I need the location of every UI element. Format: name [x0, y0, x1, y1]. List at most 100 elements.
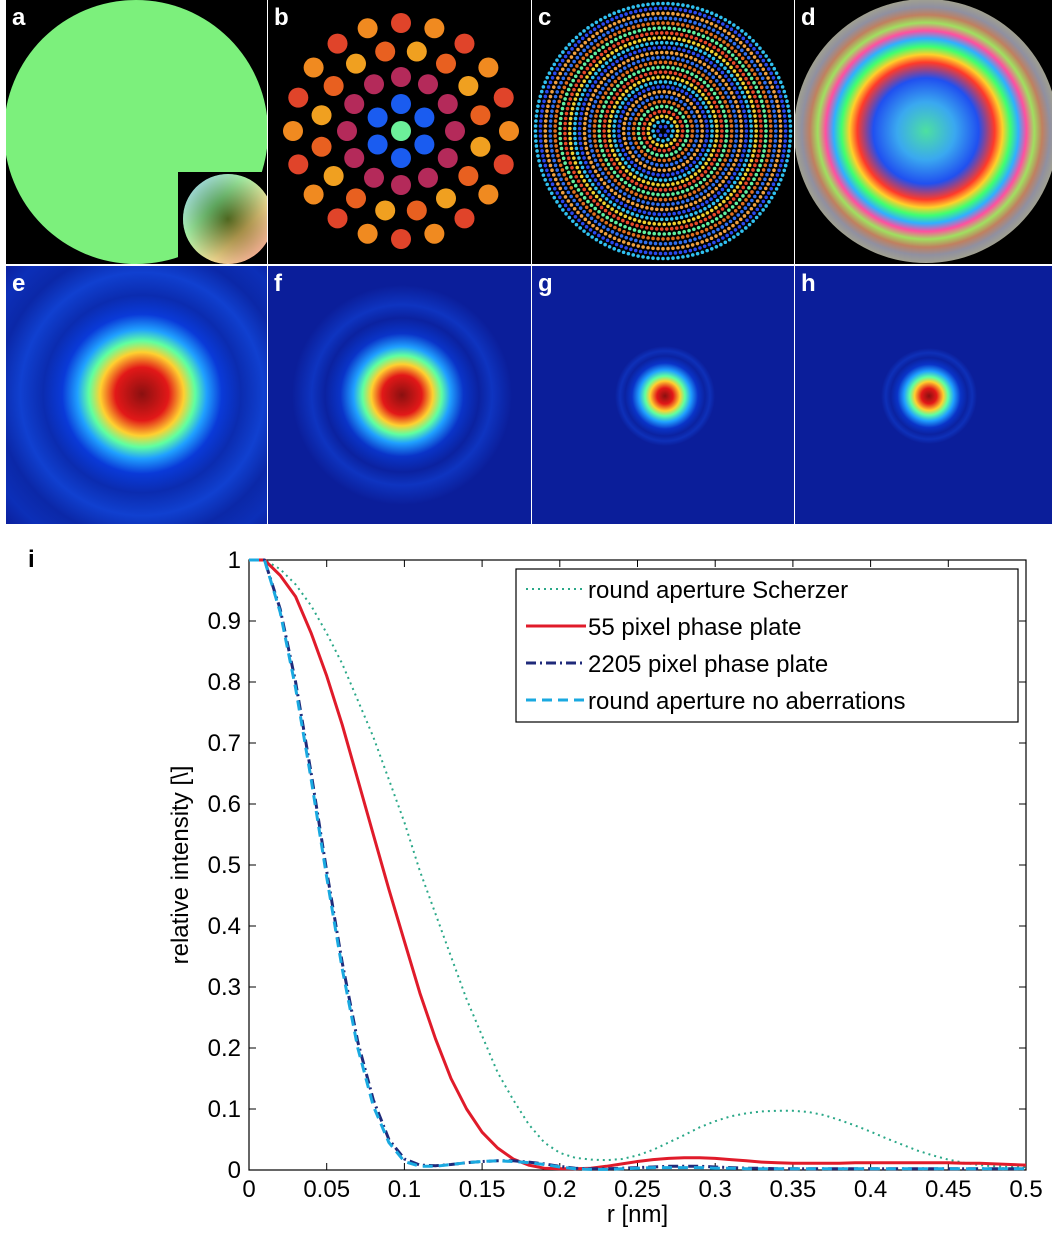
phase-plate-pixel [760, 181, 765, 186]
phase-plate-pixel [594, 194, 599, 199]
phase-plate-pixel [560, 168, 565, 172]
phase-plate-pixel [622, 121, 627, 126]
phase-plate-pixel [596, 173, 601, 178]
phase-plate-pixel [661, 139, 665, 143]
phase-plate-pixel [658, 197, 663, 202]
legend-box [515, 568, 1019, 723]
phase-plate-pixel [647, 37, 652, 41]
phase-plate-pixel [685, 177, 689, 182]
phase-plate-pixel [613, 178, 618, 183]
phase-plate-pixel [283, 121, 303, 141]
phase-plate-pixel [673, 241, 678, 245]
phase-plate-pixel [597, 233, 601, 238]
phase-plate-pixel [563, 161, 567, 165]
phase-plate-pixel [566, 76, 571, 81]
phase-plate-pixel [555, 90, 559, 94]
phase-plate-pixel [375, 41, 396, 62]
phase-plate-pixel [608, 58, 613, 62]
x-tick-label: 0.4 [854, 1176, 887, 1203]
phase-plate-pixel [691, 51, 696, 56]
phase-plate-pixel [650, 206, 654, 211]
phase-plate-pixel [671, 246, 675, 251]
phase-plate-pixel [606, 87, 611, 91]
phase-plate-pixel [544, 144, 549, 148]
phase-plate-pixel [547, 99, 551, 104]
phase-plate-pixel [761, 58, 766, 63]
phase-plate-pixel [592, 199, 596, 203]
phase-plate-pixel [580, 165, 585, 170]
phase-plate-pixel [729, 65, 733, 70]
phase-plate-pixel [656, 236, 660, 241]
phase-plate-pixel [719, 242, 723, 247]
phase-plate-pixel [763, 119, 768, 123]
phase-plate-pixel [575, 92, 580, 97]
phase-plate-pixel [716, 238, 721, 243]
phase-plate-pixel [681, 3, 685, 7]
phase-plate-pixel [738, 86, 742, 90]
phase-plate-pixel [761, 90, 766, 94]
phase-plate-pixel [594, 144, 598, 148]
phase-plate-pixel [563, 186, 568, 190]
phase-plate-pixel [641, 200, 645, 204]
phase-plate-pixel [560, 90, 565, 94]
phase-plate-pixel [588, 178, 592, 183]
phase-plate-pixel [648, 81, 653, 86]
phase-plate-pixel [698, 97, 703, 101]
phase-plate-pixel [327, 208, 348, 229]
phase-plate-pixel [604, 37, 608, 42]
plot-frame [248, 559, 1027, 1171]
phase-plate-pixel [778, 119, 783, 123]
phase-plate-pixel [676, 57, 680, 61]
phase-plate-pixel [631, 25, 636, 30]
phase-plate-pixel [763, 177, 767, 182]
phase-plate-pixel [676, 12, 680, 17]
phase-plate-pixel [723, 158, 728, 162]
phase-plate-pixel [589, 97, 593, 102]
phase-plate-pixel [572, 156, 576, 160]
phase-plate-pixel [672, 91, 676, 96]
phase-plate-pixel [715, 129, 719, 133]
phase-plate-pixel [690, 124, 694, 128]
phase-plate-pixel [676, 201, 680, 205]
phase-plate-pixel [585, 45, 590, 49]
phase-plate-pixel [648, 17, 653, 21]
phase-plate-pixel [613, 32, 617, 37]
phase-plate-pixel [622, 173, 626, 178]
phase-plate-pixel [655, 105, 659, 109]
phase-plate-pixel [743, 144, 747, 148]
x-tick-label: 0.15 [459, 1176, 506, 1203]
phase-plate-pixel [639, 149, 644, 154]
phase-plate-pixel [600, 40, 604, 44]
phase-plate-pixel [681, 13, 685, 17]
phase-plate-pixel [768, 177, 773, 182]
phase-plate-pixel [783, 124, 788, 128]
phase-plate-pixel [714, 234, 718, 238]
phase-plate-pixel [538, 129, 543, 133]
phase-plate-pixel [709, 87, 714, 92]
phase-plate-pixel [741, 176, 745, 181]
panel-label-f: f [274, 270, 282, 297]
phase-plate-pixel [643, 250, 648, 255]
phase-plate-pixel [699, 192, 704, 196]
phase-plate-pixel [681, 245, 685, 249]
phase-plate-pixel [697, 143, 702, 148]
phase-plate-pixel [577, 88, 582, 92]
phase-plate-pixel [732, 180, 737, 185]
phase-plate-pixel [787, 114, 792, 118]
phase-plate-pixel [612, 129, 616, 133]
phase-plate-pixel [708, 215, 712, 219]
phase-plate-pixel [651, 172, 655, 176]
phase-plate-pixel [631, 168, 635, 172]
phase-plate-pixel [683, 8, 688, 13]
phase-plate-pixel [719, 195, 724, 200]
phase-plate-pixel [682, 219, 686, 224]
phase-plate-pixel [583, 121, 587, 126]
phase-plate-pixel [597, 190, 602, 194]
phase-plate-pixel [654, 227, 659, 231]
phase-plate-pixel [684, 224, 689, 229]
phase-plate-pixel [758, 212, 762, 216]
phase-plate-pixel [671, 182, 675, 186]
phase-plate-pixel [769, 129, 773, 133]
phase-plate-pixel [593, 88, 598, 93]
phase-plate-pixel [583, 141, 588, 146]
